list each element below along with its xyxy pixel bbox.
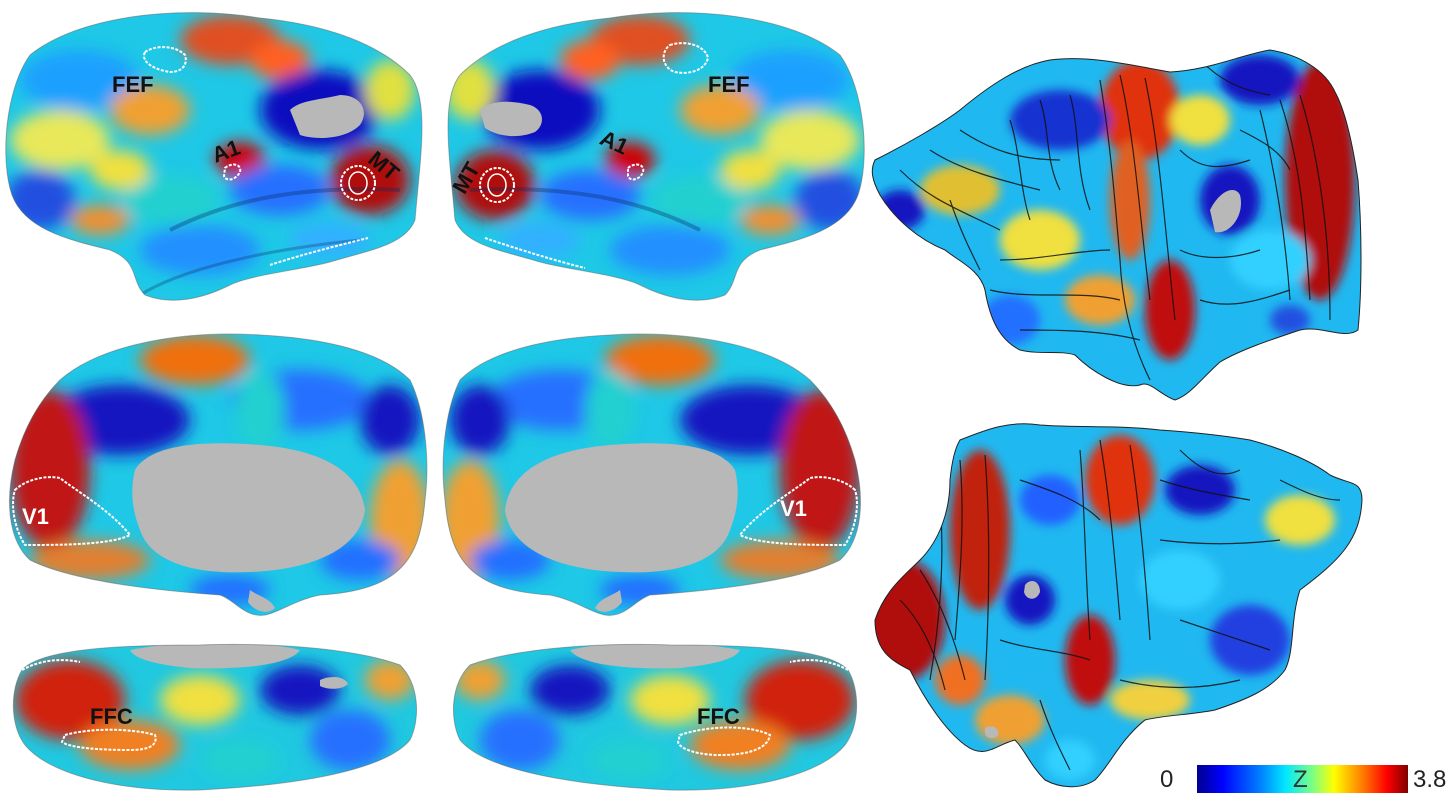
roi-outline-mt-left (340, 165, 376, 201)
label-v1-left: V1 (22, 504, 49, 529)
colorbar-gradient (1197, 765, 1408, 793)
colorbar: 0 Z 3.8 (1160, 765, 1446, 793)
flatmap-left-hemisphere (871, 49, 1362, 401)
roi-outline-fef-right (662, 42, 710, 74)
label-v1-right: V1 (780, 496, 807, 521)
label-fef-right: FEF (708, 72, 750, 97)
label-ffc-right: FFC (697, 704, 740, 729)
roi-outline-ffc-left (60, 728, 157, 752)
ventral-left-hemisphere: FFC (12, 643, 418, 791)
flatmap-right-hemisphere (874, 423, 1363, 788)
medial-left-hemisphere: V1 (9, 333, 428, 616)
label-fef-left: FEF (112, 72, 154, 97)
colorbar-variable-label: Z (1293, 766, 1308, 793)
roi-outline-ffc-right (676, 726, 772, 757)
colorbar-max-label: 3.8 (1413, 766, 1446, 793)
roi-outline-fef-left (143, 46, 187, 74)
medial-right-hemisphere: V1 (442, 333, 861, 616)
lateral-left-hemisphere: FEF A1 MT (5, 12, 423, 301)
label-ffc-left: FFC (90, 704, 133, 729)
roi-outline-mt-right (479, 167, 515, 203)
roi-outline-a1-left (222, 163, 242, 181)
colorbar-min-label: 0 (1160, 766, 1173, 793)
ventral-right-hemisphere: FFC (452, 643, 858, 791)
lateral-right-hemisphere: FEF A1 MT (447, 12, 865, 301)
